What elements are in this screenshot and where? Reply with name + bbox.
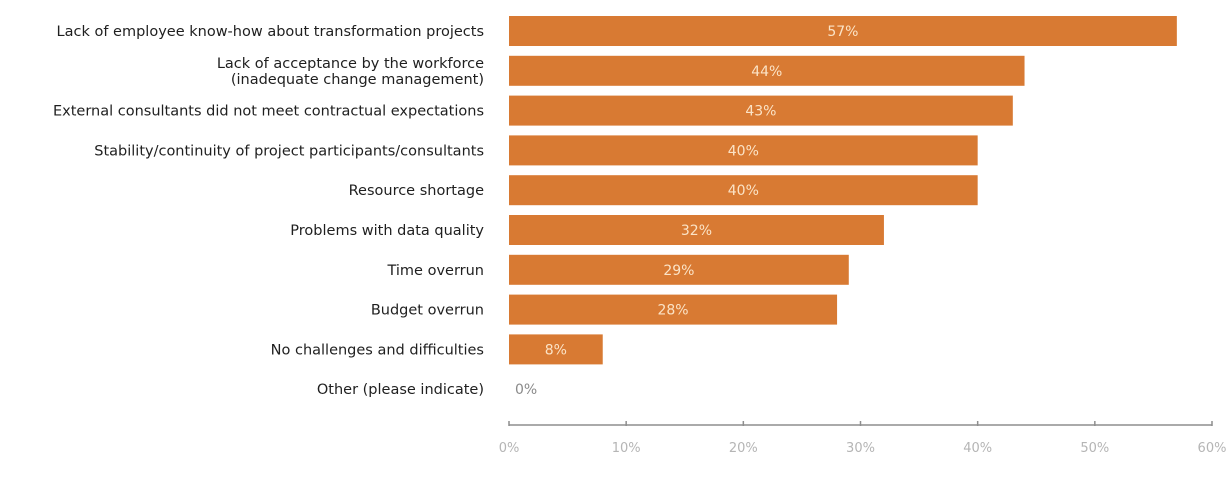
bar bbox=[509, 215, 884, 245]
bar bbox=[509, 294, 838, 325]
value-labels-group: 57% 44% 43% 40% 40% 32% 29% 28% 8% 0% bbox=[515, 24, 858, 398]
bar bbox=[509, 334, 603, 365]
data-label: 57% bbox=[827, 24, 858, 40]
category-label: Lack of acceptance by the workforce bbox=[217, 56, 484, 72]
x-tick-label: 10% bbox=[612, 441, 641, 456]
bar bbox=[509, 175, 978, 206]
x-tick-label: 30% bbox=[846, 441, 875, 456]
category-label: Time overrun bbox=[386, 263, 484, 279]
bar bbox=[509, 55, 1025, 86]
category-label: External consultants did not meet contra… bbox=[53, 104, 484, 120]
bar bbox=[509, 254, 849, 285]
data-label: 43% bbox=[745, 104, 776, 120]
bar bbox=[509, 16, 1177, 46]
category-label: Problems with data quality bbox=[290, 223, 484, 239]
category-label: (inadequate change management) bbox=[231, 72, 484, 88]
data-label: 28% bbox=[657, 303, 688, 319]
data-label: 8% bbox=[545, 342, 567, 358]
x-tick-label: 40% bbox=[963, 441, 992, 456]
data-label: 0% bbox=[515, 382, 537, 398]
category-label: Lack of employee know-how about transfor… bbox=[57, 24, 484, 40]
x-tick-label: 20% bbox=[729, 441, 758, 456]
x-tick-label: 50% bbox=[1080, 441, 1109, 456]
data-label: 40% bbox=[728, 143, 759, 159]
x-axis: 0% 10% 20% 30% 40% 50% 60% bbox=[499, 421, 1227, 456]
bars-group bbox=[509, 16, 1177, 365]
x-tick-label: 60% bbox=[1198, 441, 1227, 456]
data-label: 40% bbox=[728, 183, 759, 199]
category-label: Budget overrun bbox=[371, 303, 484, 319]
data-label: 44% bbox=[751, 64, 782, 80]
category-label: No challenges and difficulties bbox=[271, 342, 484, 358]
category-labels-group: Lack of employee know-how about transfor… bbox=[53, 24, 484, 398]
data-label: 29% bbox=[663, 263, 694, 279]
category-label: Resource shortage bbox=[349, 183, 484, 199]
bar bbox=[509, 135, 978, 166]
category-label: Stability/continuity of project particip… bbox=[94, 143, 484, 159]
data-label: 32% bbox=[681, 223, 712, 239]
x-tick-label: 0% bbox=[499, 441, 520, 456]
bar bbox=[509, 95, 1013, 126]
category-label: Other (please indicate) bbox=[317, 382, 484, 398]
